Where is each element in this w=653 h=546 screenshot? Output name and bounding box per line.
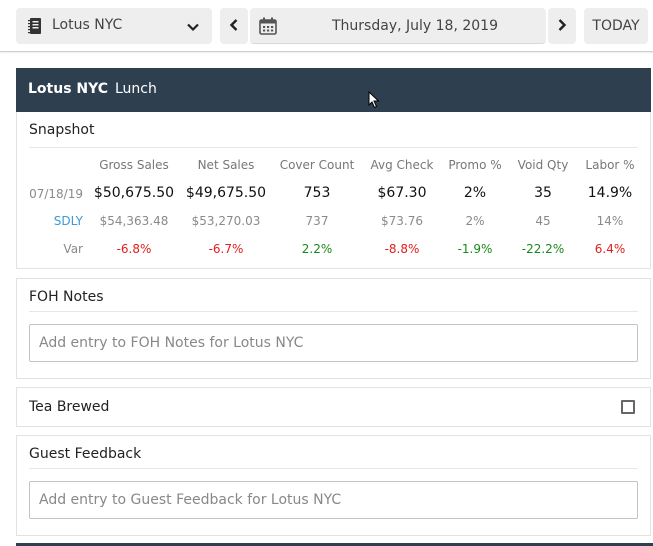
divider xyxy=(29,468,638,469)
location-select-value: Lotus NYC xyxy=(52,17,123,33)
current-value: 753 xyxy=(303,185,331,201)
snapshot-title: Snapshot xyxy=(29,122,95,138)
sdly-value: 737 xyxy=(305,214,329,228)
location-header: Lotus NYC Lunch xyxy=(16,68,651,112)
previous-day-button[interactable] xyxy=(220,8,248,44)
column-header: Labor % xyxy=(585,158,635,172)
chevron-down-icon xyxy=(186,19,200,38)
current-value: 2% xyxy=(463,185,487,201)
mouse-cursor-icon xyxy=(368,90,380,113)
variance-value: -1.9% xyxy=(457,242,493,256)
foh-notes-card: FOH Notes xyxy=(16,278,651,379)
sdly-value: 2% xyxy=(465,214,485,228)
foh-notes-input[interactable] xyxy=(29,324,638,362)
location-select[interactable]: Lotus NYC xyxy=(16,8,212,44)
top-toolbar: Lotus NYC Thursday, July 18, 2019 TODAY xyxy=(0,0,653,52)
column-header: Gross Sales xyxy=(99,158,169,172)
variance-value: 2.2% xyxy=(301,242,333,256)
sdly-value: $53,270.03 xyxy=(191,214,261,228)
chevron-left-icon xyxy=(228,17,240,36)
current-value: $50,675.50 xyxy=(93,185,175,201)
notebook-icon xyxy=(28,18,42,38)
selected-date: Thursday, July 18, 2019 xyxy=(332,18,498,34)
variance-value: 6.4% xyxy=(594,242,626,256)
sdly-value: $54,363.48 xyxy=(99,214,169,228)
chevron-right-icon xyxy=(556,17,568,36)
guest-feedback-card: Guest Feedback xyxy=(16,435,651,536)
guest-feedback-title: Guest Feedback xyxy=(29,446,142,462)
row-label-date: 07/18/19 xyxy=(29,187,83,201)
snapshot-sdly-row: SDLY $54,363.48 $53,270.03 737 $73.76 2%… xyxy=(17,214,652,234)
today-button[interactable]: TODAY xyxy=(584,8,648,44)
current-value: $49,675.50 xyxy=(185,185,267,201)
column-header: Net Sales xyxy=(197,158,255,172)
divider xyxy=(29,311,638,312)
column-header: Cover Count xyxy=(279,158,355,172)
sdly-value: 14% xyxy=(596,214,624,228)
current-value: 35 xyxy=(534,185,552,201)
current-value: 14.9% xyxy=(587,185,633,201)
variance-value: -22.2% xyxy=(521,242,565,256)
next-section-header xyxy=(16,543,653,546)
foh-notes-title: FOH Notes xyxy=(29,289,104,305)
calendar-icon xyxy=(259,17,277,39)
variance-value: -8.8% xyxy=(384,242,420,256)
sdly-link[interactable]: SDLY xyxy=(53,214,83,228)
next-day-button[interactable] xyxy=(548,8,576,44)
snapshot-current-row: 07/18/19 $50,675.50 $49,675.50 753 $67.3… xyxy=(17,185,652,205)
header-location: Lotus NYC xyxy=(28,81,109,97)
snapshot-header-row: Gross Sales Net Sales Cover Count Avg Ch… xyxy=(17,158,652,178)
guest-feedback-input[interactable] xyxy=(29,481,638,519)
snapshot-card: Snapshot Gross Sales Net Sales Cover Cou… xyxy=(16,112,651,269)
header-meal-period: Lunch xyxy=(115,81,157,97)
divider xyxy=(29,147,638,148)
column-header: Promo % xyxy=(448,158,502,172)
tea-brewed-checkbox[interactable] xyxy=(621,400,635,414)
tea-brewed-label: Tea Brewed xyxy=(29,399,110,415)
sdly-value: 45 xyxy=(535,214,551,228)
column-header: Void Qty xyxy=(517,158,569,172)
tea-brewed-card: Tea Brewed xyxy=(16,387,651,427)
variance-value: -6.8% xyxy=(116,242,152,256)
date-picker[interactable]: Thursday, July 18, 2019 xyxy=(250,8,546,44)
snapshot-variance-row: Var -6.8% -6.7% 2.2% -8.8% -1.9% -22.2% … xyxy=(17,242,652,262)
variance-value: -6.7% xyxy=(208,242,244,256)
column-header: Avg Check xyxy=(370,158,434,172)
sdly-value: $73.76 xyxy=(381,214,423,228)
current-value: $67.30 xyxy=(377,185,427,201)
row-label-var: Var xyxy=(63,242,83,256)
